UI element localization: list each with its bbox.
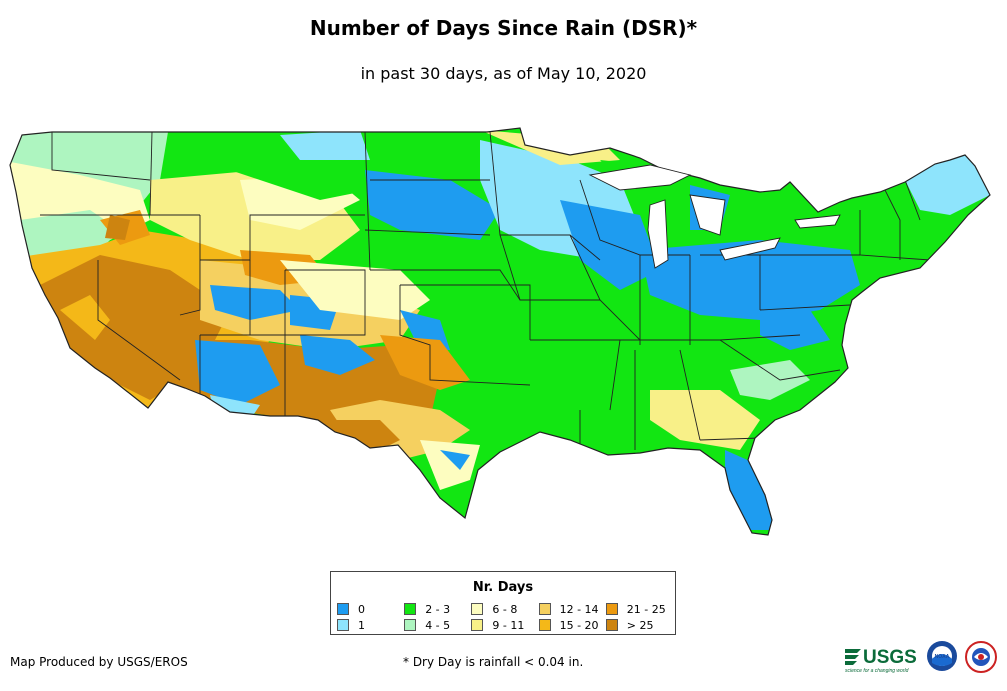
legend-label: 9 - 11 (492, 618, 525, 632)
svg-text:NOAA: NOAA (935, 654, 950, 660)
legend-swatch (337, 619, 349, 631)
legend-swatch (538, 603, 551, 615)
lake-ontario (794, 214, 841, 229)
map-title: Number of Days Since Rain (DSR)* (309, 16, 698, 40)
legend-label: 15 - 20 (559, 618, 599, 632)
nws-logo (965, 641, 997, 673)
legend-item: 6 - 8 (471, 601, 538, 617)
legend-label: 0 (358, 602, 365, 616)
legend-item: 21 - 25 (605, 601, 673, 617)
legend-item: 9 - 11 (471, 617, 538, 633)
legend-label: 12 - 14 (559, 602, 599, 616)
usgs-logo: USGS science for a changing world (845, 647, 917, 674)
legend-swatch (471, 603, 484, 615)
legend-grid: 0 2 - 3 6 - 8 12 - 14 21 - 25 1 4 - 5 9 - 11 15 … (337, 601, 673, 633)
legend-title: Nr. Days (472, 580, 534, 595)
legend-label: 4 - 5 (425, 618, 451, 632)
legend-item: 1 (337, 617, 404, 633)
legend-swatch (605, 619, 618, 631)
svg-text:USGS: USGS (863, 647, 917, 668)
legend-item: 0 (337, 601, 404, 617)
legend-item: 2 - 3 (404, 601, 471, 617)
legend-item: 12 - 14 (538, 601, 606, 617)
legend-label: > 25 (626, 618, 654, 632)
lake-huron (689, 194, 726, 236)
agency-logos: USGS science for a changing world NOAA (845, 641, 997, 674)
legend: Nr. Days 0 2 - 3 6 - 8 12 - 14 21 - 25 1 4 - 5… (330, 571, 676, 635)
legend-item: > 25 (605, 617, 673, 633)
lake-superior (588, 164, 692, 191)
legend-swatch (471, 619, 484, 631)
lake-erie (719, 237, 781, 261)
lake-michigan (647, 199, 669, 269)
legend-item: 4 - 5 (404, 617, 471, 633)
legend-swatch (404, 603, 417, 615)
legend-label: 6 - 8 (492, 602, 518, 616)
map-subtitle: in past 30 days, as of May 10, 2020 (360, 64, 647, 83)
noaa-logo: NOAA (927, 641, 957, 671)
legend-swatch (404, 619, 417, 631)
us-dsr-map (9, 127, 991, 536)
legend-label: 21 - 25 (626, 602, 666, 616)
legend-label: 1 (358, 618, 365, 632)
legend-swatch (605, 603, 618, 615)
dry-day-note: * Dry Day is rainfall < 0.04 in. (403, 655, 584, 669)
map-credit: Map Produced by USGS/EROS (10, 655, 188, 669)
svg-text:science for a changing world: science for a changing world (845, 668, 909, 674)
legend-item: 15 - 20 (538, 617, 606, 633)
legend-swatch (337, 603, 349, 615)
legend-swatch (538, 619, 551, 631)
legend-label: 2 - 3 (425, 602, 451, 616)
